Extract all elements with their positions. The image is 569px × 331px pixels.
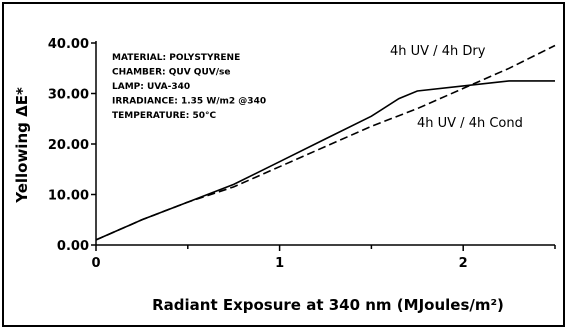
y-tick-label: 10.00 <box>48 189 89 204</box>
info-line: CHAMBER: QUV QUV/se <box>112 68 230 78</box>
info-block: MATERIAL: POLYSTYRENE CHAMBER: QUV QUV/se… <box>112 53 266 121</box>
series-line-2 <box>95 80 555 241</box>
axes <box>95 41 555 246</box>
series-line-1 <box>95 44 556 241</box>
info-line: MATERIAL: POLYSTYRENE <box>112 53 240 63</box>
info-line: LAMP: UVA-340 <box>112 82 190 92</box>
info-line: IRRADIANCE: 1.35 W/m2 @340 <box>112 97 266 107</box>
x-tick-label: 1 <box>275 256 284 271</box>
series-label-2: 4h UV / 4h Cond <box>417 116 523 131</box>
x-tick-label: 0 <box>91 256 100 271</box>
x-axis-label: Radiant Exposure at 340 nm (MJoules/m²) <box>152 296 504 314</box>
y-tick-label: 30.00 <box>48 88 89 103</box>
series-lines <box>95 44 556 241</box>
y-tick-label: 0.00 <box>57 239 89 254</box>
x-ticks: 0 1 2 <box>91 245 556 271</box>
y-axis-label: Yellowing ΔE* <box>13 87 31 204</box>
series-label-1: 4h UV / 4h Dry <box>390 44 486 59</box>
y-tick-label: 20.00 <box>48 138 89 153</box>
y-tick-label: 40.00 <box>48 37 89 52</box>
series-labels: 4h UV / 4h Dry 4h UV / 4h Cond <box>390 44 523 131</box>
x-tick-label: 2 <box>459 256 468 271</box>
info-line: TEMPERATURE: 50°C <box>112 111 216 121</box>
y-ticks: 0.00 10.00 20.00 30.00 40.00 <box>48 37 96 254</box>
